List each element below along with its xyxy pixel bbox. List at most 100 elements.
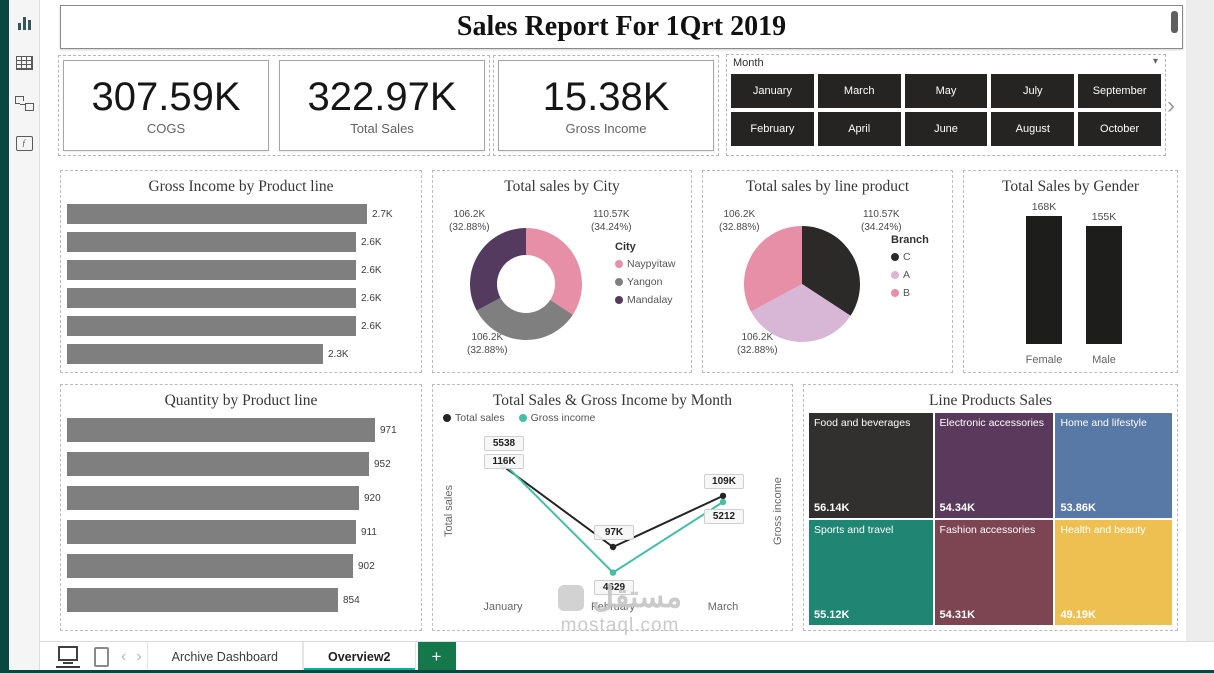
month-button-october[interactable]: October <box>1078 112 1161 146</box>
scrollbar-thumb[interactable] <box>1171 11 1178 33</box>
column-bar[interactable] <box>1026 216 1062 344</box>
data-point[interactable] <box>719 498 727 506</box>
bar[interactable] <box>67 288 356 308</box>
legend-dot <box>518 414 527 422</box>
bar[interactable] <box>67 554 353 578</box>
bar[interactable] <box>67 344 323 364</box>
data-label: 4629 <box>594 579 634 595</box>
legend-label: B <box>903 287 911 299</box>
bar[interactable] <box>67 316 356 336</box>
next-page-icon[interactable]: › <box>136 647 142 665</box>
treemap-cell-food-and-beverages[interactable]: Food and beverages 56.14K <box>809 413 933 518</box>
month-button-april[interactable]: April <box>817 112 901 146</box>
callout-pct: (32.88%) <box>449 221 490 233</box>
kpi-card-total-sales[interactable]: 322.97K Total Sales <box>279 60 485 151</box>
report-title-banner[interactable]: Sales Report For 1Qrt 2019 <box>60 5 1183 49</box>
data-label: 109K <box>704 473 744 489</box>
treemap-cell-sports-and-travel[interactable]: Sports and travel 55.12K <box>809 520 933 625</box>
data-point[interactable] <box>719 492 727 500</box>
legend-item-c[interactable]: C <box>891 251 929 263</box>
data-point[interactable] <box>609 543 617 551</box>
kpi-card-group: 15.38K Gross Income <box>493 55 719 156</box>
bar[interactable] <box>67 588 338 612</box>
pie-slice-a[interactable] <box>750 284 851 343</box>
bar-plot-area: 2.7K 2.6K 2.6K 2.6K 2.6K 2.3K <box>67 204 415 364</box>
month-button-september[interactable]: September <box>1078 74 1161 108</box>
legend-item-total-sales[interactable]: Total sales <box>443 412 505 424</box>
visual-quantity-by-product-line[interactable]: Quantity by Product line 971 952 920 911… <box>60 384 422 631</box>
bar-value-label: 2.7K <box>372 208 393 220</box>
model-view-icon[interactable] <box>9 88 39 118</box>
bar[interactable] <box>67 418 375 442</box>
bar[interactable] <box>67 260 356 280</box>
month-button-grid: January March May July September February Apri… <box>731 74 1161 146</box>
tab-overview2[interactable]: Overview2 <box>302 642 416 671</box>
column-category-label: Female <box>1025 354 1063 366</box>
legend-label: Total sales <box>455 412 505 424</box>
legend-dot <box>891 253 899 261</box>
slice-callout: 106.2K (32.88%) <box>719 209 760 234</box>
visual-total-sales-by-city[interactable]: Total sales by City 106.2K (32.88%) 110.… <box>432 170 692 373</box>
bar[interactable] <box>67 486 359 510</box>
bar[interactable] <box>67 452 369 476</box>
treemap-cell-fashion-accessories[interactable]: Fashion accessories 54.31K <box>934 520 1054 625</box>
visual-line-products-sales[interactable]: Line Products Sales Food and beverages 5… <box>803 384 1178 631</box>
prev-page-icon[interactable]: ‹ <box>121 647 127 665</box>
legend-dot <box>443 414 451 422</box>
treemap-cell-name: Sports and travel <box>814 524 894 536</box>
data-label: 97K <box>594 525 634 540</box>
line-series-gross-income[interactable] <box>502 461 724 574</box>
legend-item-naypyitaw[interactable]: Naypyitaw <box>615 258 675 270</box>
scroll-right-icon[interactable]: › <box>1167 92 1175 119</box>
pie-slice-b[interactable] <box>743 226 802 312</box>
legend-item-a[interactable]: A <box>891 269 929 281</box>
month-button-july[interactable]: July <box>991 74 1075 108</box>
bar-row: 2.6K <box>67 288 415 308</box>
treemap-cell-name: Food and beverages <box>814 417 911 429</box>
legend-item-gross-income[interactable]: Gross income <box>518 412 595 424</box>
column-bar[interactable] <box>1086 226 1122 344</box>
month-button-august[interactable]: August <box>991 112 1075 146</box>
treemap-cell-name: Health and beauty <box>1060 524 1146 536</box>
new-page-button[interactable]: + <box>417 642 456 671</box>
chart-title: Quantity by Product line <box>164 392 318 409</box>
data-point[interactable] <box>609 569 617 576</box>
bar[interactable] <box>67 204 367 224</box>
month-button-may[interactable]: May <box>904 74 988 108</box>
visual-total-sales-by-gender[interactable]: Total Sales by Gender 168K Female 155K Ma… <box>963 170 1178 373</box>
legend-item-yangon[interactable]: Yangon <box>615 276 675 288</box>
report-view-icon[interactable] <box>9 8 39 38</box>
dax-query-view-icon[interactable]: ƒ <box>9 128 39 158</box>
bar[interactable] <box>67 232 356 252</box>
month-button-june[interactable]: June <box>904 112 988 146</box>
window-left-edge <box>0 0 9 673</box>
chart-title: Total sales by City <box>504 178 620 195</box>
mobile-view-icon[interactable] <box>94 646 109 667</box>
month-button-february[interactable]: February <box>731 112 814 146</box>
chevron-down-icon[interactable]: ▾ <box>1152 56 1158 67</box>
tab-archive-dashboard[interactable]: Archive Dashboard <box>146 642 303 671</box>
visual-total-sales-gross-income-by-month[interactable]: Total Sales & Gross Income by Month Tota… <box>432 384 793 631</box>
treemap-cell-health-and-beauty[interactable]: Health and beauty 49.19K <box>1055 520 1172 625</box>
visual-total-sales-by-line-product[interactable]: Total sales by line product 106.2K (32.8… <box>702 170 953 373</box>
chart-title: Gross Income by Product line <box>148 178 334 195</box>
bar[interactable] <box>67 520 356 544</box>
month-slicer[interactable]: Month ▾ January March May July September Febr… <box>726 54 1166 156</box>
visual-gross-income-by-product-line[interactable]: Gross Income by Product line 2.7K 2.6K 2… <box>60 170 422 373</box>
legend-label: Yangon <box>627 276 663 288</box>
kpi-card-cogs[interactable]: 307.59K COGS <box>63 60 269 151</box>
month-button-march[interactable]: March <box>817 74 901 108</box>
pie-slice-c[interactable] <box>802 226 861 316</box>
kpi-card-gross-income[interactable]: 15.38K Gross Income <box>498 60 714 151</box>
bar-value-label: 2.6K <box>361 236 382 248</box>
desktop-view-icon[interactable] <box>56 645 80 668</box>
legend-item-b[interactable]: B <box>891 287 929 299</box>
treemap-cell-home-and-lifestyle[interactable]: Home and lifestyle 53.86K <box>1055 413 1172 518</box>
legend-item-mandalay[interactable]: Mandalay <box>615 294 675 306</box>
data-view-icon[interactable] <box>9 48 39 78</box>
month-button-january[interactable]: January <box>731 74 814 108</box>
bar-row: 902 <box>67 554 415 578</box>
treemap-cell-electronic-accessories[interactable]: Electronic accessories 54.34K <box>934 413 1054 518</box>
bar-chart-glyph <box>17 16 31 30</box>
treemap-cell-value: 54.34K <box>939 502 976 514</box>
